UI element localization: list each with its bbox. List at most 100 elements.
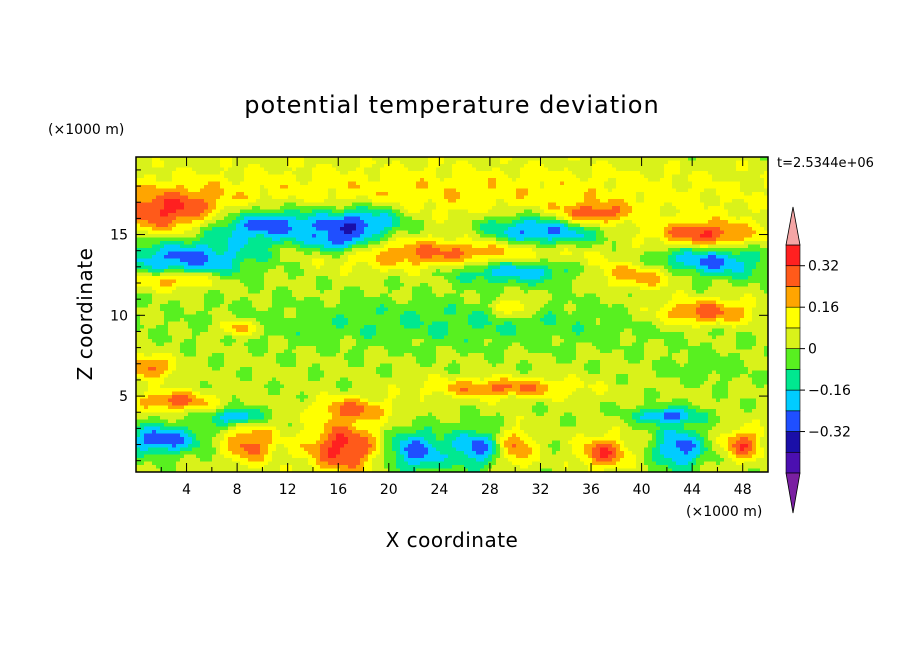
contour-cell: [672, 209, 677, 214]
contour-cell: [672, 157, 677, 161]
contour-cell: [180, 192, 185, 196]
contour-cell: [692, 227, 697, 231]
contour-cell: [156, 164, 161, 168]
contour-cell: [268, 202, 273, 207]
contour-cell: [708, 258, 713, 263]
contour-cell: [568, 220, 573, 224]
contour-cell: [444, 230, 449, 235]
contour-cell: [144, 192, 149, 196]
contour-cell: [332, 220, 337, 224]
contour-cell: [312, 209, 317, 214]
contour-cell: [200, 220, 205, 224]
contour-cell: [360, 258, 365, 263]
contour-cell: [668, 255, 673, 259]
contour-cell: [672, 213, 677, 217]
contour-cell: [260, 185, 265, 189]
contour-cell: [596, 244, 601, 249]
contour-cell: [512, 248, 517, 252]
contour-cell: [440, 241, 445, 245]
contour-cell: [480, 181, 485, 186]
contour-cell: [304, 248, 309, 252]
contour-cell: [192, 241, 197, 245]
contour-cell: [740, 227, 745, 231]
contour-cell: [504, 174, 509, 179]
contour-cell: [684, 251, 689, 256]
contour-cell: [368, 171, 373, 175]
contour-cell: [436, 160, 441, 165]
contour-cell: [496, 185, 501, 189]
contour-cell: [488, 216, 493, 221]
contour-cell: [164, 160, 169, 165]
contour-cell: [244, 181, 249, 186]
contour-cell: [196, 167, 201, 172]
contour-cell: [548, 164, 553, 168]
contour-cell: [216, 213, 221, 217]
contour-cell: [296, 265, 301, 270]
contour-cell: [192, 251, 197, 256]
contour-cell: [732, 258, 737, 263]
contour-cell: [644, 244, 649, 249]
contour-cell: [140, 202, 145, 207]
contour-cell: [632, 202, 637, 207]
contour-cell: [648, 192, 653, 196]
contour-cell: [488, 220, 493, 224]
contour-cell: [620, 223, 625, 228]
contour-cell: [644, 171, 649, 175]
contour-cell: [576, 202, 581, 207]
contour-cell: [512, 195, 517, 200]
contour-cell: [316, 178, 321, 182]
contour-cell: [384, 220, 389, 224]
contour-cell: [396, 223, 401, 228]
contour-cell: [276, 199, 281, 203]
contour-cell: [344, 251, 349, 256]
contour-cell: [488, 213, 493, 217]
contour-cell: [400, 213, 405, 217]
contour-cell: [428, 213, 433, 217]
contour-cell: [208, 167, 213, 172]
contour-cell: [516, 202, 521, 207]
contour-cell: [720, 251, 725, 256]
contour-cell: [136, 234, 141, 238]
contour-cell: [232, 181, 237, 186]
contour-cell: [540, 209, 545, 214]
contour-cell: [604, 199, 609, 203]
contour-cell: [424, 188, 429, 193]
contour-cell: [736, 199, 741, 203]
contour-cell: [520, 192, 525, 196]
contour-cell: [484, 230, 489, 235]
contour-cell: [732, 164, 737, 168]
contour-cell: [320, 171, 325, 175]
contour-cell: [520, 174, 525, 179]
contour-cell: [628, 251, 633, 256]
contour-cell: [372, 206, 377, 210]
contour-cell: [540, 164, 545, 168]
contour-cell: [172, 167, 177, 172]
contour-cell: [272, 178, 277, 182]
contour-cell: [440, 258, 445, 263]
contour-cell: [468, 164, 473, 168]
contour-cell: [352, 216, 357, 221]
contour-cell: [444, 164, 449, 168]
contour-cell: [484, 220, 489, 224]
contour-cell: [440, 174, 445, 179]
contour-cell: [360, 171, 365, 175]
contour-cell: [512, 227, 517, 231]
contour-cell: [592, 206, 597, 210]
contour-cell: [548, 220, 553, 224]
contour-cell: [284, 188, 289, 193]
contour-cell: [668, 192, 673, 196]
contour-cell: [560, 227, 565, 231]
contour-cell: [284, 220, 289, 224]
contour-cell: [696, 178, 701, 182]
contour-cell: [196, 174, 201, 179]
contour-cell: [340, 202, 345, 207]
contour-cell: [288, 234, 293, 238]
contour-cell: [760, 174, 765, 179]
contour-cell: [664, 160, 669, 165]
contour-cell: [376, 265, 381, 270]
contour-cell: [196, 206, 201, 210]
contour-cell: [604, 174, 609, 179]
contour-cell: [224, 213, 229, 217]
contour-cell: [328, 181, 333, 186]
contour-cell: [364, 216, 369, 221]
